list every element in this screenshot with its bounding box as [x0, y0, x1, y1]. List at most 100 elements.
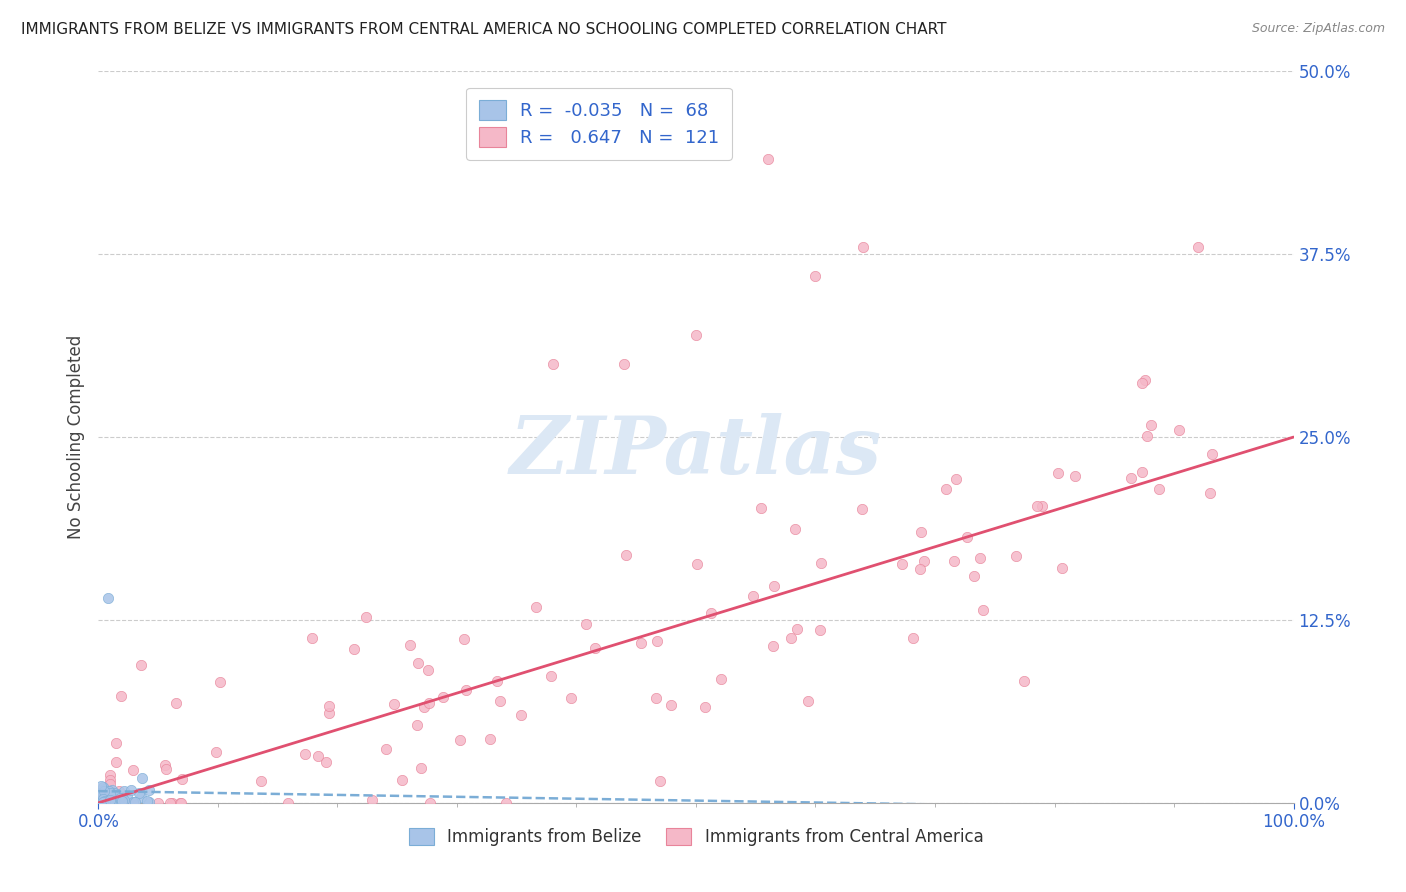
Point — [122, 796, 145, 810]
Point — [165, 696, 187, 710]
Point — [91, 791, 114, 805]
Point — [647, 634, 669, 648]
Point — [699, 607, 721, 621]
Point — [409, 761, 432, 775]
Point — [510, 708, 533, 723]
Point — [1026, 499, 1049, 513]
Point — [901, 631, 924, 645]
Point — [1136, 428, 1159, 442]
Point — [93, 781, 115, 796]
Legend: Immigrants from Belize, Immigrants from Central America: Immigrants from Belize, Immigrants from … — [402, 822, 990, 853]
Point — [1046, 466, 1069, 480]
Point — [779, 631, 801, 645]
Point — [91, 795, 114, 809]
Point — [128, 786, 150, 800]
Point — [90, 793, 112, 807]
Point — [972, 603, 994, 617]
Point — [524, 600, 547, 615]
Point — [93, 789, 115, 804]
Point — [808, 623, 831, 637]
Point — [89, 794, 111, 808]
Point — [741, 589, 763, 603]
Point — [120, 782, 142, 797]
Point — [98, 773, 122, 788]
Point — [172, 772, 194, 787]
Point — [94, 796, 117, 810]
Point — [135, 794, 157, 808]
Point — [124, 795, 146, 809]
Point — [90, 796, 112, 810]
Point — [89, 794, 111, 808]
Point — [111, 795, 134, 809]
Point — [644, 690, 666, 705]
Point — [495, 796, 517, 810]
Point — [1031, 499, 1053, 513]
Point — [100, 794, 122, 808]
Point — [1130, 376, 1153, 391]
Point — [1187, 240, 1209, 254]
Point — [406, 718, 429, 732]
Point — [685, 327, 707, 342]
Point — [318, 706, 340, 720]
Point — [583, 640, 606, 655]
Point — [96, 788, 118, 802]
Point — [96, 788, 118, 802]
Point — [956, 530, 979, 544]
Point — [710, 673, 733, 687]
Point — [104, 736, 127, 750]
Point — [890, 558, 912, 572]
Point — [98, 786, 121, 800]
Point — [98, 796, 122, 810]
Point — [205, 745, 228, 759]
Point — [104, 793, 127, 807]
Point — [131, 771, 153, 785]
Text: IMMIGRANTS FROM BELIZE VS IMMIGRANTS FROM CENTRAL AMERICA NO SCHOOLING COMPLETED: IMMIGRANTS FROM BELIZE VS IMMIGRANTS FRO… — [21, 22, 946, 37]
Point — [98, 793, 121, 807]
Point — [94, 789, 117, 803]
Point — [105, 787, 128, 801]
Point — [1005, 549, 1028, 564]
Point — [98, 796, 122, 810]
Text: Source: ZipAtlas.com: Source: ZipAtlas.com — [1251, 22, 1385, 36]
Point — [454, 683, 477, 698]
Point — [98, 793, 121, 807]
Point — [100, 795, 122, 809]
Point — [413, 699, 436, 714]
Point — [105, 796, 128, 810]
Point — [1168, 423, 1191, 437]
Y-axis label: No Schooling Completed: No Schooling Completed — [66, 335, 84, 539]
Point — [810, 556, 832, 570]
Point — [301, 632, 323, 646]
Point — [98, 768, 122, 782]
Point — [90, 795, 112, 809]
Point — [97, 784, 120, 798]
Point — [756, 152, 779, 166]
Point — [942, 554, 965, 568]
Point — [315, 755, 337, 769]
Point — [375, 742, 398, 756]
Point — [450, 733, 472, 747]
Point — [100, 787, 122, 801]
Point — [416, 663, 439, 677]
Text: ZIPatlas: ZIPatlas — [510, 413, 882, 491]
Point — [111, 794, 134, 808]
Point — [209, 674, 232, 689]
Point — [138, 783, 160, 797]
Point — [90, 796, 112, 810]
Point — [1064, 469, 1087, 483]
Point — [277, 796, 299, 810]
Point — [169, 796, 191, 810]
Point — [101, 783, 124, 797]
Point — [155, 758, 177, 772]
Point — [398, 638, 420, 652]
Point — [155, 762, 177, 776]
Point — [112, 793, 135, 807]
Point — [1201, 447, 1223, 461]
Point — [912, 554, 935, 568]
Point — [783, 522, 806, 536]
Point — [361, 792, 384, 806]
Point — [110, 690, 132, 704]
Point — [89, 789, 111, 803]
Point — [93, 784, 115, 798]
Point — [104, 756, 127, 770]
